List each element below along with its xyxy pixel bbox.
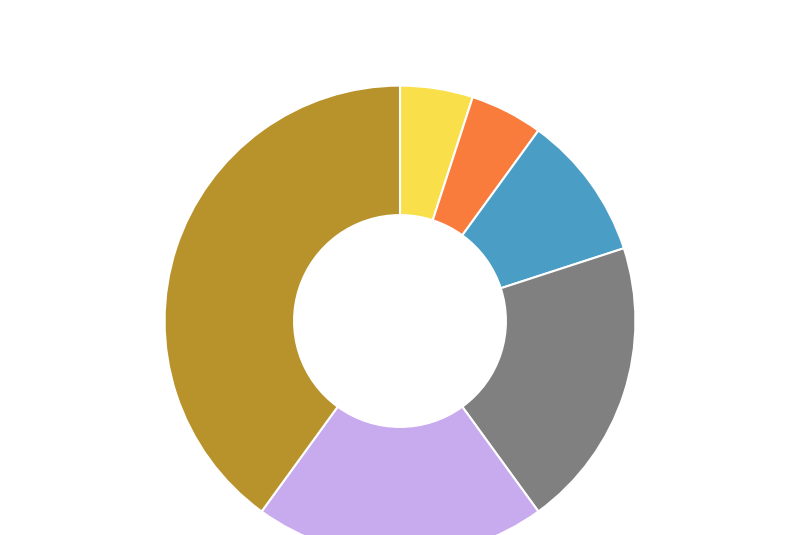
Wedge shape <box>165 86 400 511</box>
Wedge shape <box>462 248 635 511</box>
Wedge shape <box>462 131 624 288</box>
Wedge shape <box>400 86 473 220</box>
Wedge shape <box>262 407 538 535</box>
Wedge shape <box>433 97 538 235</box>
